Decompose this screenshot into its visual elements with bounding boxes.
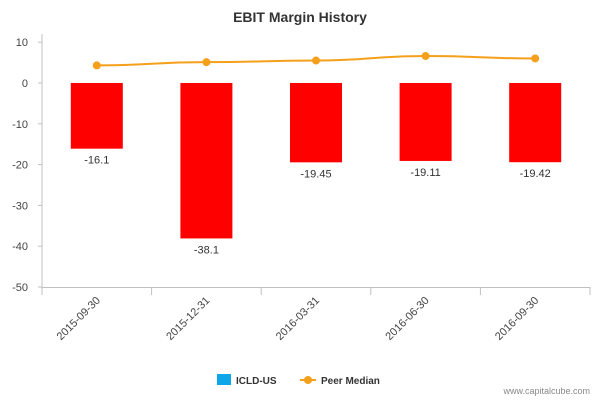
credit-text: www.capitalcube.com (502, 386, 590, 396)
legend: ICLD-US Peer Median (217, 374, 380, 387)
axes: 10 0 -10 -20 -30 -40 -50 2015-09-30 2015-12-31 20… (12, 34, 591, 343)
data-labels: -16.1 -38.1 -19.45 -19.11 -19.42 (84, 155, 551, 257)
bar (180, 82, 233, 239)
y-tick-label: -40 (12, 241, 28, 253)
x-tick-label: 2015-09-30 (55, 295, 103, 343)
x-tick-label: 2016-06-30 (383, 295, 431, 343)
bar-data-label: -19.42 (520, 168, 551, 180)
bar-data-label: -16.1 (84, 155, 109, 167)
legend-swatch-icld (217, 374, 231, 385)
line-series (92, 52, 540, 70)
peer-median-point (312, 56, 320, 65)
bar (290, 82, 342, 163)
peer-median-point (202, 58, 211, 67)
bar-data-label: -19.11 (410, 167, 440, 179)
peer-median-point (531, 54, 540, 63)
y-tick-label: -50 (12, 282, 28, 294)
bar-data-label: -38.1 (194, 244, 219, 256)
x-tick-label: 2015-12-31 (164, 295, 212, 343)
peer-median-point (92, 61, 101, 70)
y-tick-label: -20 (12, 160, 28, 172)
bar (509, 82, 562, 163)
x-tick-label: 2016-09-30 (493, 295, 541, 343)
legend-label-peer: Peer Median (321, 376, 380, 387)
peer-median-point (421, 52, 430, 61)
y-tick-label: 0 (22, 78, 28, 90)
y-tick-label: 10 (16, 37, 28, 49)
bar-series (70, 82, 562, 239)
y-tick-label: -10 (12, 119, 28, 131)
x-tick-label: 2016-03-31 (274, 295, 322, 343)
bar-data-label: -19.45 (300, 168, 331, 180)
legend-label-icld: ICLD-US (236, 376, 277, 387)
bar (399, 82, 452, 161)
y-tick-label: -30 (12, 200, 28, 212)
legend-marker-peer (304, 376, 312, 384)
bar (70, 82, 123, 149)
chart-title: EBIT Margin History (233, 9, 367, 25)
